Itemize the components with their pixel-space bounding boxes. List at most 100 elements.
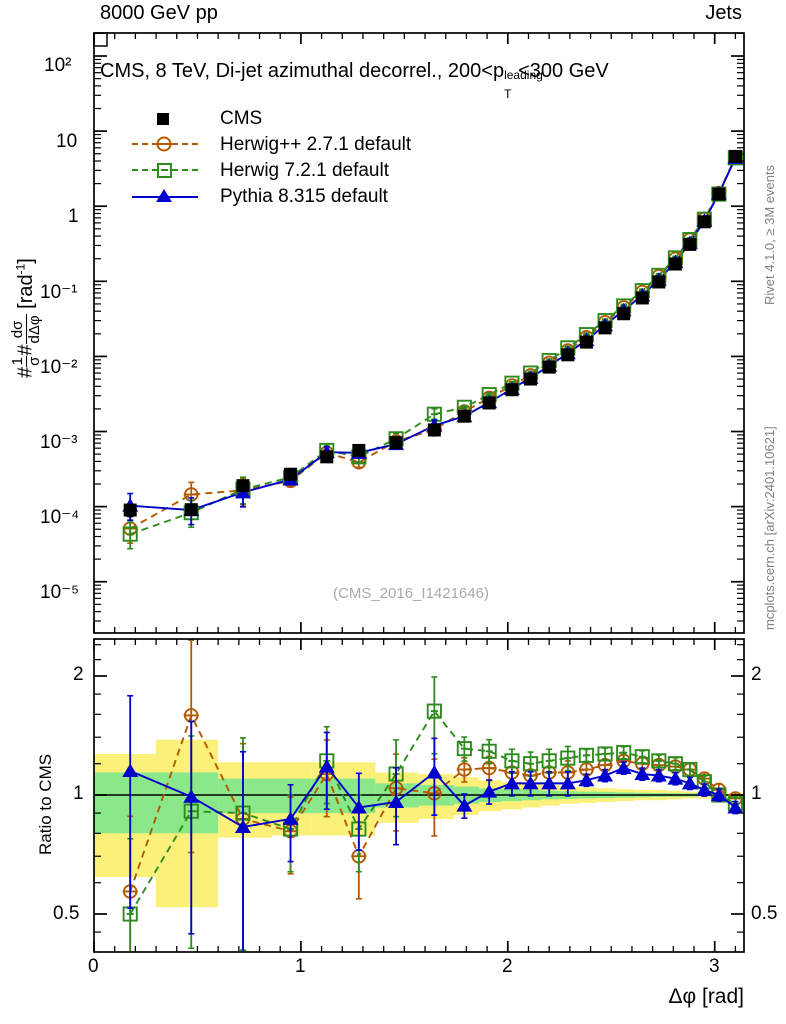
ratio-datapoint-Herwig 7.2.1 default (481, 743, 497, 759)
main-series-points-herwig-2-7-1-default (122, 149, 743, 544)
ratio-datapoint-Herwig 7.2.1 default (504, 753, 520, 769)
main-series-points-pythia-8-315-default (122, 150, 744, 526)
legend-marker-pythia (132, 189, 198, 202)
ratio-datapoint-Herwig 7.2.1 default (541, 753, 557, 769)
ratio-yaxis-ticks (94, 644, 744, 933)
legend-label: Herwig 7.2.1 default (220, 160, 389, 181)
analysis-watermark: (CMS_2016_I1421646) (333, 585, 489, 602)
datapoint-cms (482, 396, 496, 410)
ratio-datapoint-Pythia 8.315 default (183, 789, 200, 803)
ratio-datapoint-Herwig 7.2.1 default (651, 753, 667, 769)
legend-label: Pythia 8.315 default (220, 186, 388, 207)
main-ytick-label: 10⁻¹ (40, 282, 78, 303)
ratio-datapoint-Herwig 7.2.1 default (667, 756, 683, 772)
ratio-datapoint-Pythia 8.315 default (578, 772, 595, 787)
ratio-datapoint-Herwig 7.2.1 default (426, 703, 442, 719)
datapoint-Herwig 7.2.1 default (122, 526, 138, 542)
ratio-ytick-label: 2 (73, 664, 84, 685)
band-stat-uncertainty (156, 772, 219, 834)
xtick-label: 0 (88, 956, 99, 977)
datapoint-cms (668, 257, 682, 271)
ratio-datapoint-Pythia 8.315 default (122, 763, 139, 778)
main-yaxis-ticks (94, 32, 744, 622)
title-suffix: <300 GeV (518, 60, 609, 82)
ratio-datapoint-Pythia 8.315 default (282, 811, 299, 825)
ratio-datapoint-Herwig 7.2.1 default (597, 746, 613, 762)
datapoint-cms (598, 321, 612, 335)
datapoint-cms (617, 307, 631, 321)
main-series-points-herwig-7-2-1-default (122, 150, 743, 550)
main-plot-title: CMS, 8 TeV, Di-jet azimuthal decorrel., … (100, 60, 609, 101)
legend-marker-cms (157, 113, 169, 125)
main-ytick-label: 10⁻⁴ (40, 507, 80, 528)
main-ytick-label: 10 (56, 131, 78, 152)
main-series-points-cms (123, 149, 742, 518)
main-ytick-label: 10⁻⁵ (40, 582, 80, 603)
datapoint-cms (652, 275, 666, 289)
main-ytick-label: 1 (68, 206, 79, 227)
datapoint-cms (524, 372, 538, 386)
ratio-ytick-label-right: 1 (751, 783, 762, 804)
main-ytick-label: 10⁻³ (40, 432, 78, 453)
band-stat-uncertainty (218, 778, 272, 814)
main-series-line-herwig-7-2-1-default (129, 157, 737, 536)
ratio-datapoint-Pythia 8.315 default (388, 794, 405, 809)
main-series-line-herwig-2-7-1-default (129, 156, 737, 530)
header-right: Jets (705, 2, 742, 24)
ratio-datapoint-Pythia 8.315 default (696, 782, 713, 796)
ratio-datapoint-Pythia 8.315 default (597, 768, 614, 782)
ratio-datapoint-Pythia 8.315 default (503, 775, 520, 790)
title-prefix: CMS, 8 TeV, Di-jet azimuthal decorrel., … (100, 60, 505, 82)
ratio-datapoint-Pythia 8.315 default (234, 819, 251, 833)
ratio-datapoint-Pythia 8.315 default (481, 784, 498, 798)
ratio-datapoint-Pythia 8.315 default (710, 787, 727, 801)
datapoint-cms (697, 215, 711, 229)
legend-marker-herwig7 (132, 163, 198, 178)
title-subscript: T (504, 87, 512, 101)
ratio-datapoint-Herwig 7.2.1 default (560, 750, 576, 766)
ratio-datapoint-Pythia 8.315 default (426, 765, 443, 779)
datapoint-cms (184, 503, 198, 517)
datapoint-cms (389, 436, 403, 450)
datapoint-cms (542, 360, 556, 374)
ratio-datapoint-Pythia 8.315 default (559, 775, 576, 790)
xtick-label: 2 (502, 956, 513, 977)
header-left: 8000 GeV pp (100, 2, 218, 24)
datapoint-cms (284, 467, 298, 481)
xtick-label: 3 (709, 956, 720, 977)
datapoint-cms (635, 291, 649, 305)
title-superscript: leading (504, 68, 543, 82)
main-panel-frame (93, 32, 745, 634)
ratio-datapoint-Herwig 7.2.1 default (456, 741, 472, 757)
band-stat-uncertainty (94, 772, 157, 834)
legend-label: CMS (220, 108, 263, 129)
legend-marker-herwigpp (132, 136, 198, 152)
datapoint-cms (236, 479, 250, 493)
ratio-series-line-herwig-7-2-1-default (129, 709, 736, 915)
ratio-datapoint-Pythia 8.315 default (541, 775, 558, 790)
ratio-datapoint-Pythia 8.315 default (522, 775, 539, 790)
datapoint-cms (683, 237, 697, 251)
ratio-datapoint-Pythia 8.315 default (667, 771, 684, 785)
ratio-datapoint-Pythia 8.315 default (350, 799, 367, 814)
ratio-datapoint-Pythia 8.315 default (634, 766, 651, 781)
datapoint-cms (457, 409, 471, 423)
datapoint-cms (579, 335, 593, 349)
datapoint-cms (712, 187, 726, 201)
xaxis-label: Δφ [rad] (668, 985, 745, 1008)
ratio-ytick-label: 0.5 (53, 903, 80, 924)
datapoint-cms (123, 503, 137, 517)
datapoint-cms (561, 348, 575, 362)
ratio-datapoint-Herwig 7.2.1 default (523, 756, 539, 772)
main-ytick-label: 10⁻² (40, 357, 78, 378)
main-panel-corner-mark (93, 32, 108, 47)
datapoint-cms (320, 450, 334, 464)
ratio-ytick-label-right: 2 (751, 664, 762, 685)
datapoint-cms (427, 423, 441, 437)
ratio-datapoint-Pythia 8.315 default (456, 798, 473, 812)
main-series-line-pythia-8-315-default (130, 157, 737, 512)
legend-label: Herwig++ 2.7.1 default (220, 134, 412, 155)
ratio-datapoint-Pythia 8.315 default (727, 799, 744, 814)
